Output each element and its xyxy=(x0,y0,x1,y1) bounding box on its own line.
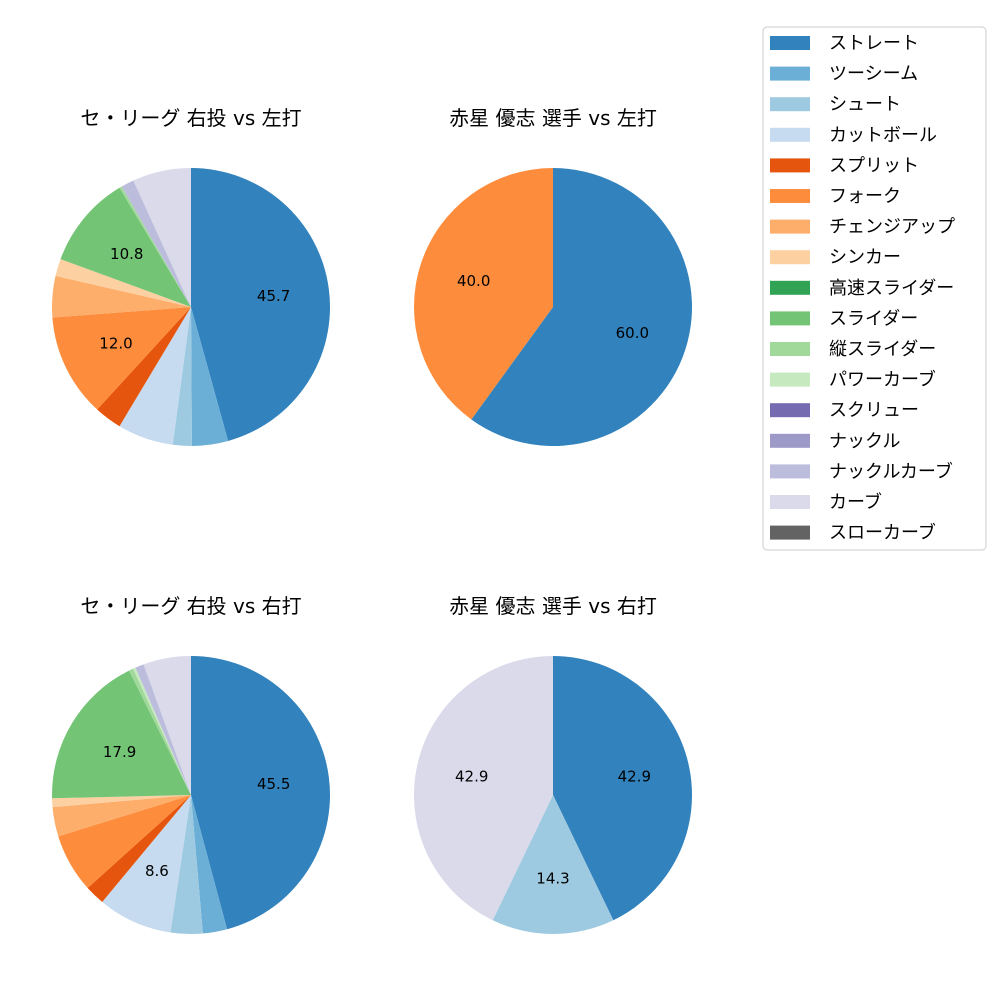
pie-2-slice-9 xyxy=(129,668,191,795)
pie-3-label-2: 42.9 xyxy=(455,767,488,785)
legend-label-2: シュート xyxy=(829,94,901,115)
legend-swatch-14 xyxy=(770,464,810,479)
pie-0-slice-9 xyxy=(119,186,191,307)
legend-label-6: チェンジアップ xyxy=(829,217,955,238)
pie-2-slice-1 xyxy=(191,795,228,934)
pie-panel-4: 赤星 優志 選手 vs 右打 42.9 14.3 42.9 xyxy=(413,594,693,935)
pie-0-label-0: 45.7 xyxy=(257,287,290,305)
pie-2-slice-5 xyxy=(58,795,192,888)
legend-label-9: スライダー xyxy=(829,308,918,329)
pie-0-label-8: 10.8 xyxy=(110,245,143,263)
pie-3-slice-1 xyxy=(492,795,614,935)
legend-swatch-0 xyxy=(770,36,810,50)
pie-0-slices: 45.7 12.0 10.8 xyxy=(51,168,331,446)
pie-0-slice-11 xyxy=(133,168,191,307)
pie-0-slice-8 xyxy=(60,187,192,307)
pie-2-slices: 45.5 8.6 17.9 xyxy=(51,656,330,934)
legend-label-7: シンカー xyxy=(829,247,901,268)
legend-swatch-4 xyxy=(770,158,810,173)
chart-title-4: 赤星 優志 選手 vs 右打 xyxy=(449,594,657,618)
pie-0-slice-7 xyxy=(55,259,191,307)
pie-panel-1: セ・リーグ 右投 vs 左打 45.7 12.0 10.8 xyxy=(51,106,331,446)
pie-panel-3: セ・リーグ 右投 vs 右打 45.5 8.6 17.9 xyxy=(51,594,330,934)
pie-2-label-8: 17.9 xyxy=(103,743,136,761)
chart-title-3: セ・リーグ 右投 vs 右打 xyxy=(80,594,301,618)
legend-swatch-5 xyxy=(770,189,810,203)
pie-3-slices: 42.9 14.3 42.9 xyxy=(413,656,693,935)
pie-2-slice-6 xyxy=(52,795,191,837)
legend-frame xyxy=(762,26,987,551)
legend-swatch-9 xyxy=(770,311,810,326)
legend-swatch-10 xyxy=(770,342,810,356)
legend-label-3: カットボール xyxy=(829,125,937,146)
pie-0-slice-4 xyxy=(97,307,191,427)
pie-1-label-0: 60.0 xyxy=(616,324,649,342)
pie-2-slice-8 xyxy=(51,670,191,799)
legend-swatch-13 xyxy=(770,433,810,448)
legend-label-14: ナックルカーブ xyxy=(829,460,953,482)
legend-label-13: ナックル xyxy=(829,431,900,452)
legend-swatch-15 xyxy=(770,495,810,509)
pie-2-label-3: 8.6 xyxy=(145,862,169,880)
legend-swatch-12 xyxy=(770,403,810,418)
pie-1-slices: 60.0 40.0 xyxy=(414,168,693,446)
pie-3-label-1: 14.3 xyxy=(536,869,569,887)
chart-title-2: 赤星 優志 選手 vs 左打 xyxy=(449,106,657,130)
pie-2-slice-11 xyxy=(135,664,191,795)
pie-0-slice-10 xyxy=(121,180,191,307)
pie-1-label-1: 40.0 xyxy=(457,272,490,290)
legend-label-4: スプリット xyxy=(829,155,919,176)
legend-swatch-7 xyxy=(770,250,810,265)
legend-label-0: ストレート xyxy=(829,33,919,54)
pie-panel-2: 赤星 優志 選手 vs 左打 60.0 40.0 xyxy=(414,106,693,446)
legend-swatch-11 xyxy=(770,372,810,387)
legend-swatch-3 xyxy=(770,127,810,142)
pie-3-label-0: 42.9 xyxy=(618,767,651,785)
legend-swatch-8 xyxy=(770,280,810,295)
legend-label-8: 高速スライダー xyxy=(829,278,954,299)
pie-3-slice-2 xyxy=(413,656,553,921)
pie-3-slice-0 xyxy=(553,656,693,921)
pie-0-label-5: 12.0 xyxy=(99,334,132,352)
pie-0-slice-3 xyxy=(119,307,191,445)
pie-1-slice-0 xyxy=(471,168,693,446)
pie-0-slice-0 xyxy=(191,168,331,441)
legend: ストレートツーシームシュートカットボールスプリットフォークチェンジアップシンカー… xyxy=(762,26,987,551)
pie-2-slice-0 xyxy=(191,656,330,930)
pie-2-label-0: 45.5 xyxy=(257,775,290,793)
legend-label-1: ツーシーム xyxy=(829,64,918,85)
pie-2-slice-12 xyxy=(143,656,191,795)
legend-swatch-2 xyxy=(770,97,810,112)
legend-label-5: フォーク xyxy=(829,186,901,207)
pie-0-slice-6 xyxy=(51,275,191,318)
pie-0-slice-1 xyxy=(191,307,229,446)
legend-label-15: カーブ xyxy=(829,491,882,513)
legend-label-11: パワーカーブ xyxy=(829,369,936,391)
pie-2-slice-3 xyxy=(102,795,191,933)
legend-swatch-1 xyxy=(770,66,810,81)
legend-label-12: スクリュー xyxy=(829,400,919,421)
legend-swatch-6 xyxy=(770,219,810,234)
legend-items: ストレートツーシームシュートカットボールスプリットフォークチェンジアップシンカー… xyxy=(770,33,955,544)
pie-2-slice-4 xyxy=(87,795,191,902)
pie-0-slice-2 xyxy=(172,307,192,446)
pie-2-slice-2 xyxy=(170,795,203,934)
pie-2-slice-7 xyxy=(52,795,192,808)
legend-label-10: 縦スライダー xyxy=(829,339,936,360)
legend-swatch-16 xyxy=(770,525,810,540)
pie-1-slice-1 xyxy=(414,168,553,420)
chart-title-1: セ・リーグ 右投 vs 左打 xyxy=(80,106,301,130)
pie-0-slice-5 xyxy=(52,307,191,410)
legend-label-16: スローカーブ xyxy=(829,522,936,544)
pie-2-slice-10 xyxy=(133,667,191,795)
